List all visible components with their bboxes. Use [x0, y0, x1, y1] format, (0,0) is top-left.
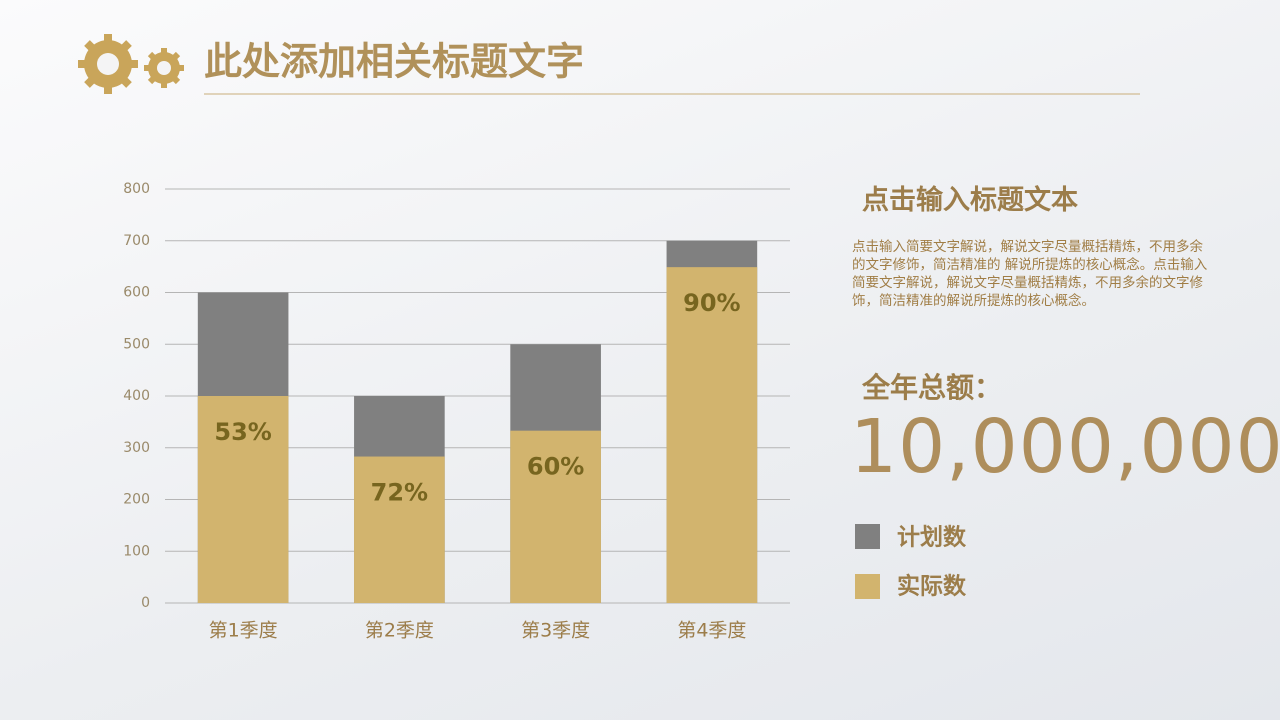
panel-heading: 点击输入标题文本: [862, 185, 1078, 216]
x-tick-label: 第1季度: [209, 620, 278, 642]
y-tick-label: 300: [123, 440, 150, 456]
y-tick-label: 800: [123, 181, 150, 197]
y-tick-label: 700: [123, 233, 150, 249]
y-tick-label: 200: [123, 492, 150, 508]
bar-label: 60%: [527, 453, 584, 481]
bar-label: 53%: [214, 418, 271, 446]
page-title: 此处添加相关标题文字: [204, 40, 584, 84]
x-tick-label: 第4季度: [677, 620, 746, 642]
total-label: 全年总额：: [862, 371, 1003, 404]
y-tick-label: 600: [123, 285, 150, 301]
y-tick-label: 500: [123, 336, 150, 352]
y-tick-label: 400: [123, 388, 150, 404]
y-tick-label: 0: [141, 595, 150, 611]
x-tick-label: 第3季度: [521, 620, 590, 642]
panel-body: 点击输入简要文字解说，解说文字尽量概括精炼，不用多余的文字修饰，简洁精准的 解说…: [852, 239, 1208, 309]
legend-swatch: [855, 574, 880, 599]
legend-label: 实际数: [897, 573, 967, 600]
bar: [197, 396, 289, 603]
gear-icon: [78, 34, 184, 94]
total-value: 10,000,000: [850, 404, 1280, 490]
bar: [666, 267, 758, 603]
legend-swatch: [855, 524, 880, 549]
x-tick-label: 第2季度: [365, 620, 434, 642]
bar: [354, 456, 445, 603]
legend-label: 计划数: [897, 525, 967, 551]
bar-label: 90%: [683, 289, 740, 317]
bar-label: 72%: [371, 479, 428, 507]
bar: [510, 430, 601, 603]
y-tick-label: 100: [123, 543, 150, 559]
